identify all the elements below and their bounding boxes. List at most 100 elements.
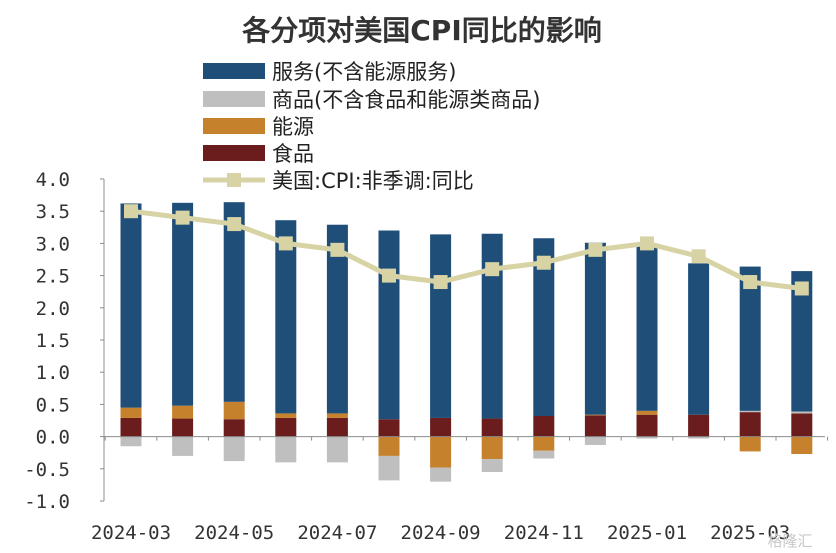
bar-segment [172,418,194,437]
bar-segment [481,436,503,460]
bar-segment [120,407,142,418]
legend-swatch [203,91,265,107]
y-tick-label: 1.0 [36,362,70,384]
bar-segment [275,220,297,414]
legend-label: 能源 [272,115,314,139]
cpi-point [433,275,448,290]
bar-segment [378,419,400,437]
bar-segment [636,410,658,415]
bar-segment [739,412,761,437]
legend-label: 商品(不含食品和能源类商品) [272,88,540,112]
y-tick-label: -1.0 [24,491,70,513]
bar-segment [223,401,245,420]
bar-segment [172,405,194,419]
cpi-point [485,262,500,277]
cpi-point [227,217,242,232]
bar-segment [223,436,245,462]
y-tick-label: 2.5 [36,266,70,288]
x-tick-label: 2024-03 [91,522,171,544]
y-tick-label: 0.0 [36,427,70,449]
x-tick-label: 2025-03 [710,522,790,544]
y-tick-label: -0.5 [24,459,70,481]
cpi-point [175,210,190,225]
bar-segment [481,459,503,473]
bar-segment [430,234,452,418]
bar-segment [326,417,348,437]
legend: 服务(不含能源服务) 商品(不含食品和能源类商品) 能源食品美国:CPI:非季调:同… [203,60,540,193]
bar-segment [120,436,142,447]
x-tick-label: 2025-01 [607,522,687,544]
x-tick-label: 2024-07 [297,522,377,544]
bar-segment [223,202,245,402]
cpi-point [640,236,654,251]
x-tick-label: 2024-11 [504,522,584,544]
bar-segment [791,411,813,414]
cpi-point [330,242,345,257]
y-tick-label: 3.0 [36,233,70,255]
bar-segment [636,414,658,437]
legend-label: 食品 [272,142,314,166]
cpi-point [278,236,293,251]
bar-segment [172,436,194,456]
bar-segment [533,238,555,416]
bar-segment [275,417,297,437]
plot-area: 4.0 3.5 3.0 2.5 2.0 1.5 1.0 0.5 0.0 -0.5 -1.0 2024-… [24,169,829,544]
bar-segment [791,436,813,454]
bar-segment [275,436,297,463]
bar-segment [688,263,710,415]
bar-segment [584,414,606,416]
y-tick-label: 4.0 [36,169,70,191]
bar-segment [739,266,761,411]
bar-segment [791,271,813,412]
bar-segment [584,436,606,445]
bar-segment [739,410,761,413]
bar-segment [326,413,348,418]
bar-segment [533,415,555,437]
bar-segment [584,242,606,415]
cpi-point [743,275,758,290]
bar-segment [120,203,142,408]
bar-segment [481,233,503,419]
bar-segment [430,417,452,437]
bar-segment [430,467,452,482]
cpi-line [130,208,803,291]
legend-swatch [203,145,265,161]
bar-segment [791,413,813,437]
bar-segment [533,436,555,451]
cpi-point [536,255,551,270]
y-tick-label: 0.5 [36,394,70,416]
bar-segment [636,436,658,439]
cpi-point [382,268,396,283]
bar-segment [326,224,348,414]
y-tick-label: 2.0 [36,298,70,320]
legend-label: 服务(不含能源服务) [272,60,456,84]
bar-segment [172,202,194,406]
bar-segment [378,455,400,481]
cpi-point [124,204,138,219]
y-tick-label: 3.5 [36,201,70,223]
bar-segment [326,436,348,463]
bar-segment [120,417,142,437]
x-tick-label: 2024-09 [401,522,481,544]
bar-segment [533,450,555,459]
legend-swatch [203,118,265,134]
chart-title: 各分项对美国CPI同比的影响 [241,14,602,47]
bar-segment [275,413,297,418]
bar-segment [688,436,710,439]
cpi-point [794,281,809,296]
bar-segment [223,419,245,437]
legend-swatch [203,63,265,79]
bar-segment [688,414,710,437]
cpi-point [588,242,603,257]
bar-segment [739,436,761,452]
watermark: 格隆汇 [767,532,812,550]
legend-swatch-marker [227,173,241,187]
bar-segment [481,418,503,437]
x-tick-label: 2024-05 [194,522,274,544]
bar-segment [430,436,452,468]
bar-segment [378,436,400,456]
cpi-point [691,249,706,264]
legend-label: 美国:CPI:非季调:同比 [272,169,474,193]
y-tick-label: 1.5 [36,330,70,352]
